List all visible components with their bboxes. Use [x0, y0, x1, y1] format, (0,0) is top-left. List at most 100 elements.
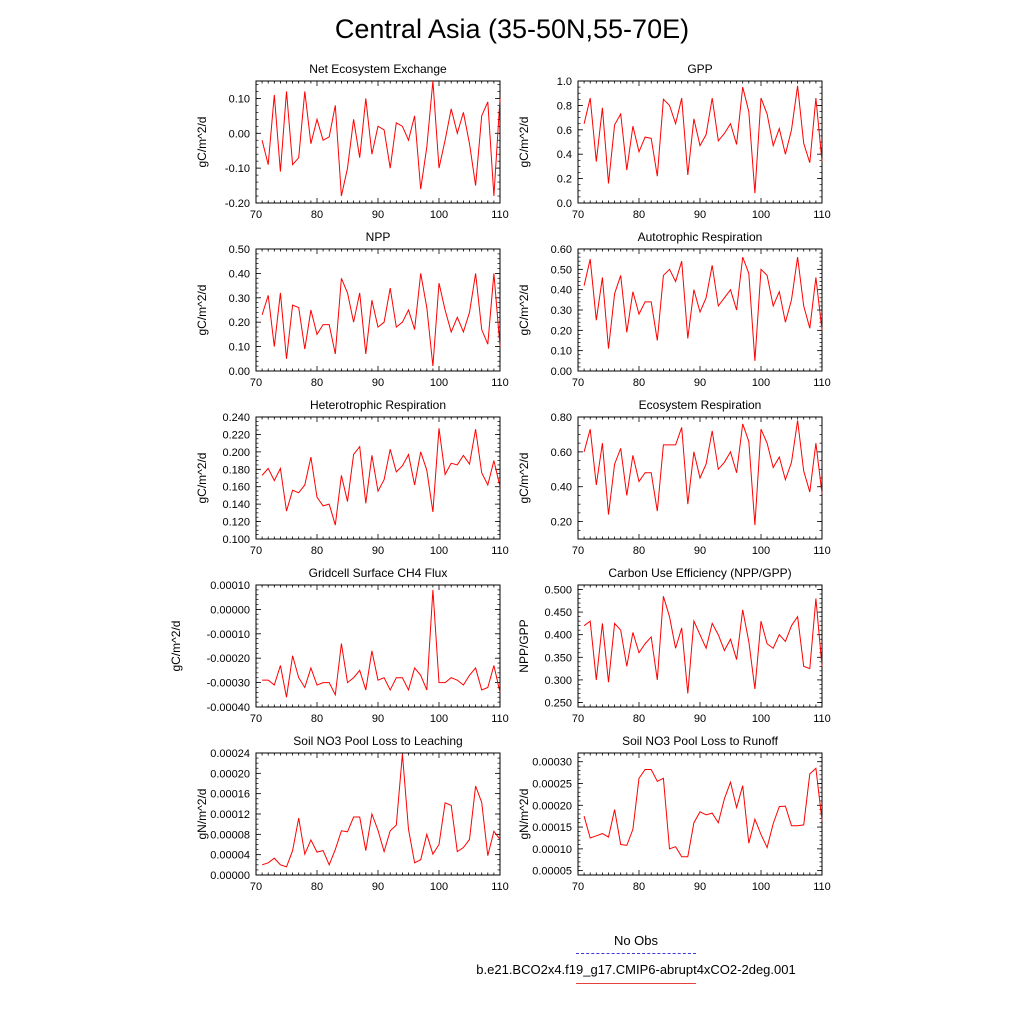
y-tick-label: 0.00008: [210, 829, 250, 841]
plot-frame: [255, 752, 501, 876]
x-tick-label: 80: [633, 209, 645, 221]
y-tick-label: 0.50: [229, 244, 250, 256]
y-tick-label: 1.0: [557, 76, 572, 88]
series-line: [261, 428, 501, 526]
y-tick-label: 0.00010: [210, 580, 250, 592]
panel-title: Heterotrophic Respiration: [310, 398, 446, 412]
y-tick-label: 0.00025: [532, 779, 572, 791]
y-tick-label: 0.00004: [210, 850, 250, 862]
x-tick-label: 80: [633, 713, 645, 725]
y-axis-label: gC/m^2/d: [517, 453, 531, 504]
y-tick-label: 0.0: [557, 198, 572, 210]
y-tick-label: 0.40: [551, 482, 572, 494]
panel-title: Carbon Use Efficiency (NPP/GPP): [608, 566, 791, 580]
y-axis-label: gC/m^2/d: [195, 453, 209, 504]
y-tick-label: 0.140: [222, 499, 250, 511]
series-line: [583, 420, 823, 526]
x-tick-label: 90: [372, 881, 384, 893]
series-line: [583, 767, 823, 858]
y-tick-label: 0.350: [544, 652, 572, 664]
x-tick-label: 80: [311, 545, 323, 557]
series-line: [262, 589, 501, 698]
x-tick-label: 80: [633, 377, 645, 389]
x-tick-label: 110: [813, 713, 831, 725]
x-tick-label: 100: [430, 377, 448, 389]
y-tick-label: -0.10: [225, 163, 250, 175]
x-tick-label: 100: [752, 545, 770, 557]
y-tick-label: -0.00020: [207, 653, 250, 665]
x-tick-label: 80: [311, 881, 323, 893]
x-tick-label: 70: [250, 209, 262, 221]
x-tick-label: 100: [752, 713, 770, 725]
x-tick-label: 90: [694, 545, 706, 557]
y-tick-label: 0.30: [229, 293, 250, 305]
legend-label-case: b.e21.BCO2x4.f19_g17.CMIP6-abrupt4xCO2-2…: [476, 962, 796, 977]
chart-panel-7: 70 80 90 100 110 -0.00040 -0.00030 -0.00020 -0.0…: [169, 566, 509, 725]
page-title: Central Asia (35-50N,55-70E): [334, 14, 690, 44]
x-tick-label: 110: [491, 377, 509, 389]
x-tick-label: 110: [813, 377, 831, 389]
series-line: [261, 273, 501, 367]
y-tick-label: 0.10: [229, 93, 250, 105]
x-tick-label: 70: [250, 377, 262, 389]
y-tick-label: -0.00030: [207, 678, 250, 690]
y-axis-label: gC/m^2/d: [517, 285, 531, 336]
y-tick-label: 0.00015: [532, 822, 572, 834]
chart-panel-10: 70 80 90 100 110 0.00005 0.00010 0.00015 0.00020…: [517, 734, 831, 893]
y-tick-label: 0.20: [551, 325, 572, 337]
chart-panel-6: 70 80 90 100 110 0.20 0.40 0.60 0.80 Ecosystem Re…: [517, 398, 831, 557]
x-tick-label: 90: [694, 713, 706, 725]
plot-frame: [255, 416, 501, 540]
x-tick-label: 80: [633, 881, 645, 893]
x-tick-label: 70: [572, 713, 584, 725]
x-tick-label: 70: [250, 545, 262, 557]
x-tick-label: 90: [694, 377, 706, 389]
plot-frame: [255, 584, 501, 708]
x-tick-label: 90: [694, 209, 706, 221]
y-tick-label: 0.00020: [532, 800, 572, 812]
x-tick-label: 110: [813, 545, 831, 557]
x-tick-label: 100: [430, 713, 448, 725]
y-tick-label: 0.300: [544, 675, 572, 687]
x-tick-label: 110: [491, 881, 509, 893]
y-tick-label: 0.60: [551, 447, 572, 459]
y-tick-label: 0.500: [544, 585, 572, 597]
x-tick-label: 70: [572, 545, 584, 557]
x-tick-label: 100: [430, 545, 448, 557]
series-line: [261, 753, 501, 868]
y-tick-label: 0.30: [551, 305, 572, 317]
y-tick-label: 0.50: [551, 264, 572, 276]
y-tick-label: 0.00024: [210, 748, 250, 760]
series-line: [583, 85, 823, 194]
x-tick-label: 110: [813, 881, 831, 893]
x-tick-label: 110: [813, 209, 831, 221]
x-tick-label: 70: [250, 881, 262, 893]
plot-frame: [577, 80, 823, 204]
y-tick-label: 0.120: [222, 517, 250, 529]
y-tick-label: 0.250: [544, 697, 572, 709]
x-tick-label: 110: [491, 713, 509, 725]
y-tick-label: -0.00040: [207, 702, 250, 714]
y-tick-label: 0.20: [229, 317, 250, 329]
series-line: [583, 596, 823, 694]
x-tick-label: 100: [430, 209, 448, 221]
y-tick-label: 0.40: [551, 285, 572, 297]
chart-panel-9: 70 80 90 100 110 0.00000 0.00004 0.00008 0.00012…: [195, 734, 509, 893]
panel-title: Gridcell Surface CH4 Flux: [309, 566, 448, 580]
y-tick-label: 0.180: [222, 464, 250, 476]
series-line: [583, 256, 823, 361]
panel-title: Soil NO3 Pool Loss to Runoff: [622, 734, 779, 748]
panel-title: Autotrophic Respiration: [638, 230, 763, 244]
x-tick-label: 70: [572, 377, 584, 389]
legend-label-no-obs: No Obs: [613, 933, 659, 948]
chart-panel-1: 70 80 90 100 110 -0.20 -0.10 0.00 0.10 Net Ecosys…: [195, 62, 509, 221]
x-tick-label: 90: [372, 209, 384, 221]
y-tick-label: 0.10: [551, 346, 572, 358]
y-tick-label: 0.100: [222, 534, 250, 546]
legend-line-case: [576, 983, 696, 984]
y-tick-label: 0.10: [229, 342, 250, 354]
y-tick-label: 0.00020: [210, 768, 250, 780]
x-tick-label: 80: [311, 209, 323, 221]
y-tick-label: 0.220: [222, 429, 250, 441]
legend-line-no-obs: [576, 953, 696, 954]
